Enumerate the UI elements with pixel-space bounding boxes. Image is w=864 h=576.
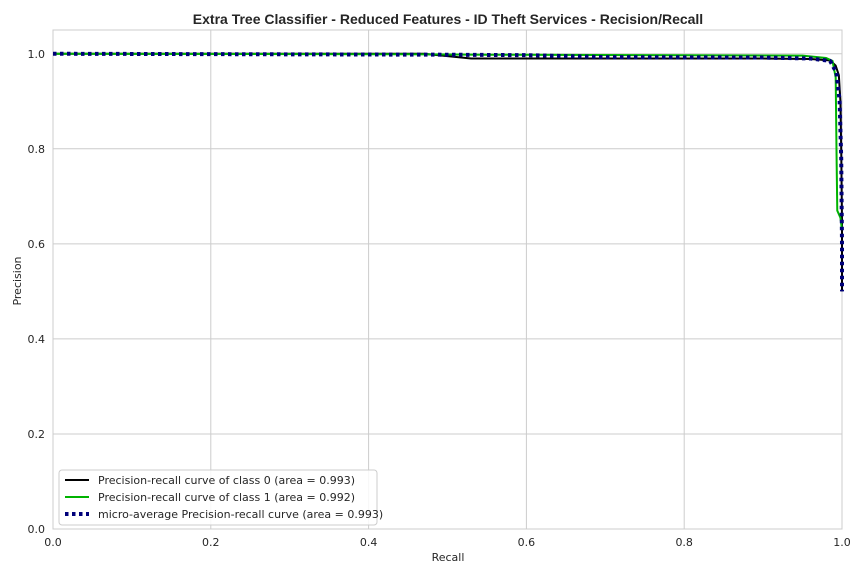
x-tick-label: 0.4 [360, 536, 378, 549]
y-tick-label: 0.6 [28, 238, 46, 251]
legend: Precision-recall curve of class 0 (area … [58, 469, 383, 526]
y-tick-label: 1.0 [28, 48, 46, 61]
legend-label-1: Precision-recall curve of class 1 (area … [98, 491, 355, 504]
x-tick-label: 0.6 [518, 536, 536, 549]
legend-label-2: micro-average Precision-recall curve (ar… [98, 508, 383, 521]
x-tick-label: 0.0 [44, 536, 62, 549]
y-axis-label: Precision [11, 256, 24, 305]
y-tick-label: 0.0 [28, 523, 46, 536]
chart-title: Extra Tree Classifier - Reduced Features… [193, 11, 703, 27]
x-tick-label: 0.2 [202, 536, 220, 549]
series-line-0 [53, 52, 843, 292]
x-tick-label: 1.0 [833, 536, 851, 549]
x-tick-label: 0.8 [675, 536, 693, 549]
plot-background [53, 30, 842, 529]
ticks-layer: 0.0 0.2 0.4 0.6 0.8 1.0 0.0 0.2 0.4 0.6 0.8 1.0 [28, 48, 851, 549]
series-line-2 [52, 51, 844, 292]
x-axis-label: Recall [432, 551, 465, 564]
y-tick-label: 0.8 [28, 143, 46, 156]
legend-frame [58, 469, 378, 526]
grid-layer [52, 30, 843, 530]
series-layer [52, 51, 844, 292]
plot-area [52, 29, 844, 530]
legend-label-0: Precision-recall curve of class 0 (area … [98, 474, 355, 487]
y-tick-label: 0.2 [28, 428, 46, 441]
y-tick-label: 0.4 [28, 333, 46, 346]
